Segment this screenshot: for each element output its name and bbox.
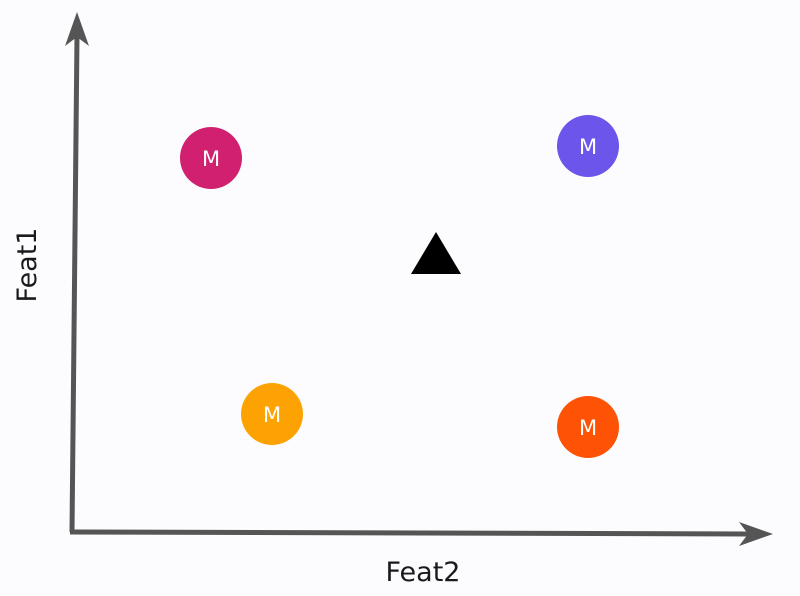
data-point-orange: M — [557, 396, 619, 458]
data-point-magenta: M — [180, 127, 242, 189]
point-marker — [180, 127, 242, 189]
point-marker — [557, 115, 619, 177]
x-axis-arrowhead — [739, 522, 773, 546]
data-point-yellow: M — [241, 383, 303, 445]
point-label: M — [579, 135, 597, 159]
data-point-purple: M — [557, 115, 619, 177]
y-axis-line — [69, 35, 80, 533]
y-axis-arrowhead — [65, 12, 89, 46]
point-label: M — [202, 147, 220, 171]
x-axis-title: Feat2 — [386, 557, 461, 588]
point-label: M — [579, 416, 597, 440]
y-axis-title: Feat1 — [12, 228, 43, 303]
point-label: M — [263, 403, 281, 427]
point-marker — [241, 383, 303, 445]
query-point-triangle — [411, 232, 461, 274]
x-axis-line — [69, 529, 749, 537]
point-marker — [557, 396, 619, 458]
